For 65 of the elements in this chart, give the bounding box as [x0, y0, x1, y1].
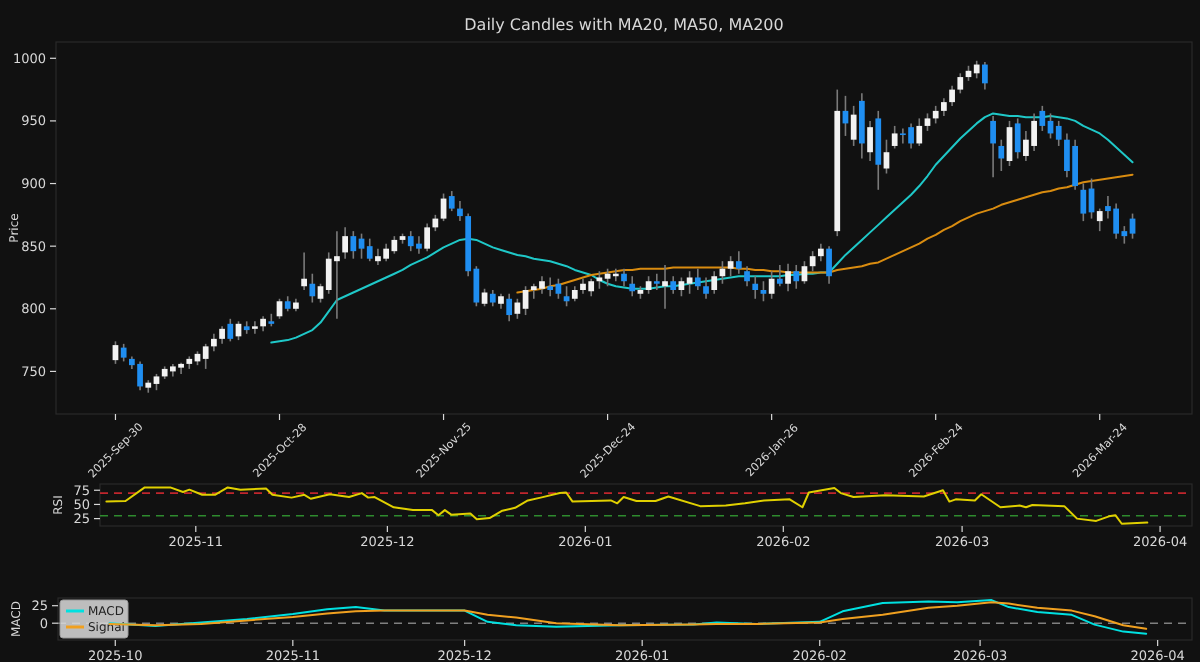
line-series — [270, 112, 1134, 344]
candlestick — [366, 237, 373, 262]
candlestick — [908, 122, 914, 150]
candlestick — [457, 200, 463, 222]
candlestick — [350, 230, 357, 260]
candlestick — [809, 250, 816, 273]
candlestick — [243, 320, 250, 335]
candlestick — [982, 61, 988, 91]
candlestick — [1096, 207, 1103, 232]
candlestick — [1014, 117, 1021, 160]
candlestick — [653, 272, 660, 291]
candlestick — [416, 235, 422, 255]
candlestick — [1113, 202, 1119, 240]
candlestick — [252, 320, 258, 335]
candlestick — [900, 127, 906, 145]
candlestick — [744, 265, 750, 288]
candlestick — [752, 275, 759, 300]
candlestick — [227, 318, 234, 343]
candlestick — [407, 230, 414, 252]
candlestick — [506, 292, 513, 323]
candlestick — [334, 230, 340, 320]
candlestick — [530, 282, 537, 300]
candlestick — [776, 264, 783, 288]
candlestick — [916, 117, 923, 147]
candlestick — [662, 264, 668, 310]
candlestick — [785, 262, 791, 293]
candlestick — [629, 275, 636, 298]
candlestick — [342, 226, 348, 260]
chart-title: Daily Candles with MA20, MA50, MA200 — [464, 16, 784, 34]
candlestick — [301, 251, 307, 291]
candlestick — [760, 280, 767, 303]
candlestick — [867, 120, 873, 162]
candlestick — [850, 105, 857, 147]
candlestick — [793, 264, 800, 290]
candlestick — [309, 272, 316, 304]
candlestick — [1055, 120, 1062, 147]
candlestick — [949, 85, 955, 107]
candlestick — [202, 343, 209, 370]
candlestick — [1080, 182, 1087, 222]
candlestick — [768, 270, 775, 300]
candlestick — [735, 250, 742, 275]
candlestick — [137, 360, 143, 391]
candlestick — [1031, 112, 1037, 152]
candlestick — [858, 92, 865, 160]
candlestick — [727, 255, 734, 278]
candlestick — [424, 222, 431, 252]
candlestick — [686, 270, 693, 295]
candlestick — [990, 115, 996, 179]
candlestick — [547, 276, 554, 298]
candlestick — [325, 251, 332, 295]
candlestick — [703, 276, 709, 300]
candlestick — [875, 110, 882, 191]
candlestick — [1072, 138, 1078, 191]
candlestick — [694, 267, 701, 291]
candlestick — [826, 245, 832, 285]
candlestick — [448, 190, 455, 212]
candlestick — [1064, 132, 1070, 179]
candlestick — [957, 72, 964, 95]
candlestick — [678, 276, 685, 298]
candlestick — [998, 138, 1005, 172]
candlestick — [711, 270, 718, 295]
candlestick — [883, 138, 890, 175]
candlestick — [1039, 105, 1046, 132]
line-series — [105, 486, 1149, 525]
candlestick — [891, 125, 898, 150]
